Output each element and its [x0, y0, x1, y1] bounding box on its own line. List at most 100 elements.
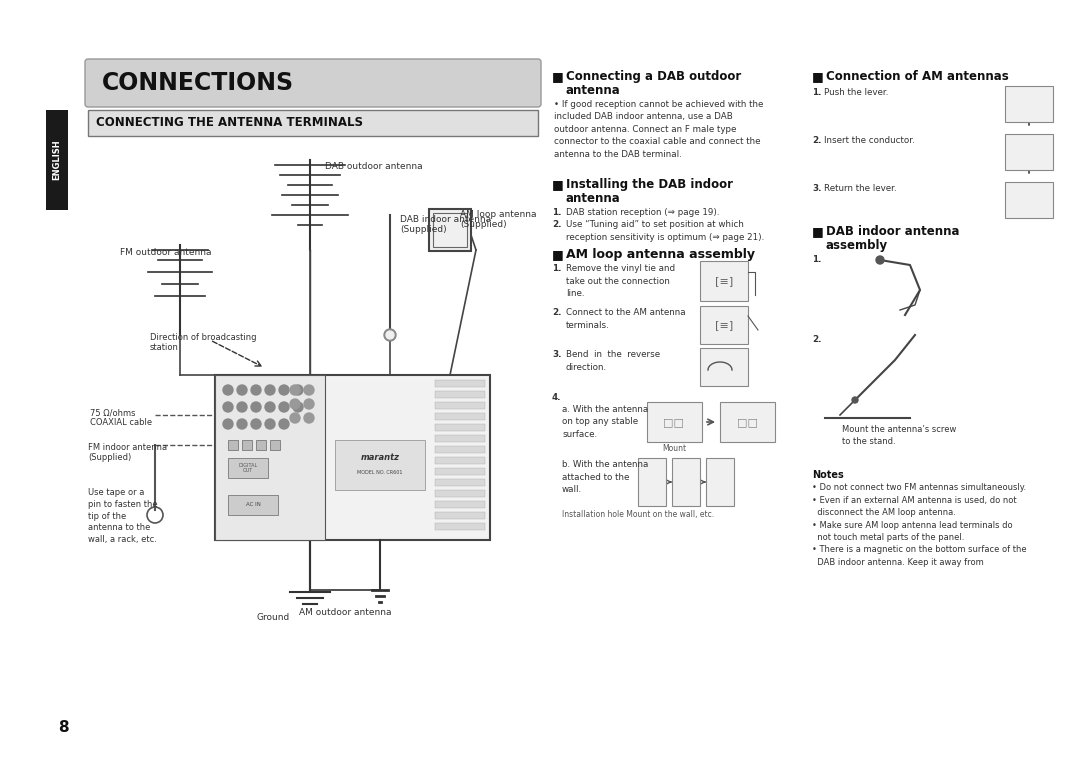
- Text: DAB indoor antenna
(Supplied): DAB indoor antenna (Supplied): [400, 215, 491, 234]
- Text: ■: ■: [812, 70, 824, 83]
- Bar: [435, 380, 485, 387]
- Text: 8: 8: [58, 720, 69, 735]
- Circle shape: [279, 402, 289, 412]
- Text: Direction of broadcasting
station: Direction of broadcasting station: [150, 333, 257, 353]
- Text: 1.: 1.: [812, 255, 822, 264]
- Bar: [435, 512, 485, 519]
- Circle shape: [265, 385, 275, 395]
- Text: ■: ■: [552, 70, 564, 83]
- Text: 1.: 1.: [552, 208, 562, 217]
- Bar: [335, 440, 426, 490]
- Text: 3.: 3.: [812, 184, 822, 193]
- Bar: [1005, 86, 1053, 122]
- Text: DIGITAL
OUT: DIGITAL OUT: [239, 462, 258, 473]
- Circle shape: [384, 329, 396, 341]
- Bar: [700, 261, 748, 301]
- Text: AM loop antenna assembly: AM loop antenna assembly: [566, 248, 755, 261]
- Circle shape: [222, 385, 233, 395]
- Text: Use tape or a
pin to fasten the
tip of the
antenna to the
wall, a rack, etc.: Use tape or a pin to fasten the tip of t…: [87, 488, 158, 544]
- Bar: [435, 446, 485, 453]
- Bar: [435, 391, 485, 398]
- Bar: [700, 348, 748, 386]
- Bar: [270, 440, 280, 450]
- Circle shape: [237, 402, 247, 412]
- Bar: [435, 501, 485, 508]
- Circle shape: [279, 385, 289, 395]
- Text: Remove the vinyl tie and
take out the connection
line.: Remove the vinyl tie and take out the co…: [566, 264, 675, 298]
- Text: ■: ■: [812, 225, 824, 238]
- Bar: [435, 413, 485, 420]
- Text: Return the lever.: Return the lever.: [824, 184, 896, 193]
- Text: FM outdoor antenna: FM outdoor antenna: [120, 248, 212, 257]
- Circle shape: [251, 419, 261, 429]
- Text: 2.: 2.: [812, 136, 822, 145]
- Bar: [435, 490, 485, 497]
- Bar: [429, 209, 471, 251]
- Bar: [46, 110, 68, 210]
- Text: 4.: 4.: [552, 393, 562, 402]
- Text: AC IN: AC IN: [245, 503, 260, 507]
- Text: [≡]: [≡]: [715, 276, 733, 286]
- Text: Mount the antenna’s screw
to the stand.: Mount the antenna’s screw to the stand.: [842, 425, 957, 446]
- Bar: [435, 479, 485, 486]
- Text: Bend  in  the  reverse
direction.: Bend in the reverse direction.: [566, 350, 660, 372]
- Circle shape: [237, 419, 247, 429]
- Bar: [1005, 134, 1053, 170]
- Bar: [638, 458, 666, 506]
- Text: Ground: Ground: [256, 613, 289, 622]
- Bar: [435, 424, 485, 431]
- Text: antenna: antenna: [566, 84, 621, 97]
- Text: Use “Tuning aid” to set position at which
reception sensitivity is optimum (⇒ pa: Use “Tuning aid” to set position at whic…: [566, 220, 765, 242]
- Text: marantz: marantz: [361, 453, 400, 462]
- Text: ■: ■: [552, 178, 564, 191]
- Text: DAB station reception (⇒ page 19).: DAB station reception (⇒ page 19).: [566, 208, 719, 217]
- Bar: [1005, 182, 1053, 218]
- Text: 1.: 1.: [812, 88, 822, 97]
- Text: [≡]: [≡]: [715, 320, 733, 330]
- Text: b. With the antenna
attached to the
wall.: b. With the antenna attached to the wall…: [562, 460, 648, 494]
- Bar: [87, 110, 538, 136]
- Text: ENGLISH: ENGLISH: [53, 140, 62, 180]
- Text: □□: □□: [737, 417, 757, 427]
- Circle shape: [293, 402, 303, 412]
- Circle shape: [386, 331, 394, 339]
- Bar: [435, 523, 485, 530]
- Bar: [435, 435, 485, 442]
- Text: antenna: antenna: [566, 192, 621, 205]
- FancyBboxPatch shape: [85, 59, 541, 107]
- Bar: [242, 440, 252, 450]
- Bar: [228, 458, 268, 478]
- Circle shape: [876, 256, 885, 264]
- Text: Connect to the AM antenna
terminals.: Connect to the AM antenna terminals.: [566, 308, 686, 330]
- Text: • If good reception cannot be achieved with the
included DAB indoor antenna, use: • If good reception cannot be achieved w…: [554, 100, 764, 159]
- Bar: [435, 402, 485, 409]
- Circle shape: [251, 402, 261, 412]
- Circle shape: [222, 402, 233, 412]
- Bar: [700, 306, 748, 344]
- Bar: [706, 458, 734, 506]
- Circle shape: [293, 385, 303, 395]
- Circle shape: [303, 399, 314, 409]
- Text: Push the lever.: Push the lever.: [824, 88, 889, 97]
- Bar: [215, 375, 325, 540]
- Text: a. With the antenna
on top any stable
surface.: a. With the antenna on top any stable su…: [562, 405, 648, 439]
- Text: assembly: assembly: [826, 239, 888, 252]
- Circle shape: [265, 402, 275, 412]
- Circle shape: [265, 419, 275, 429]
- Bar: [228, 440, 238, 450]
- Circle shape: [303, 413, 314, 423]
- Text: MODEL NO. CR601: MODEL NO. CR601: [357, 469, 403, 475]
- Text: Connecting a DAB outdoor: Connecting a DAB outdoor: [566, 70, 741, 83]
- Bar: [720, 402, 775, 442]
- Text: CONNECTIONS: CONNECTIONS: [102, 71, 294, 95]
- Circle shape: [279, 419, 289, 429]
- Circle shape: [852, 397, 858, 403]
- Bar: [647, 402, 702, 442]
- Text: □□: □□: [663, 417, 685, 427]
- Circle shape: [291, 385, 300, 395]
- Circle shape: [303, 385, 314, 395]
- Text: 1.: 1.: [552, 264, 562, 273]
- Text: 2.: 2.: [552, 308, 562, 317]
- Bar: [435, 468, 485, 475]
- Text: FM indoor antenna
(Supplied): FM indoor antenna (Supplied): [87, 443, 167, 462]
